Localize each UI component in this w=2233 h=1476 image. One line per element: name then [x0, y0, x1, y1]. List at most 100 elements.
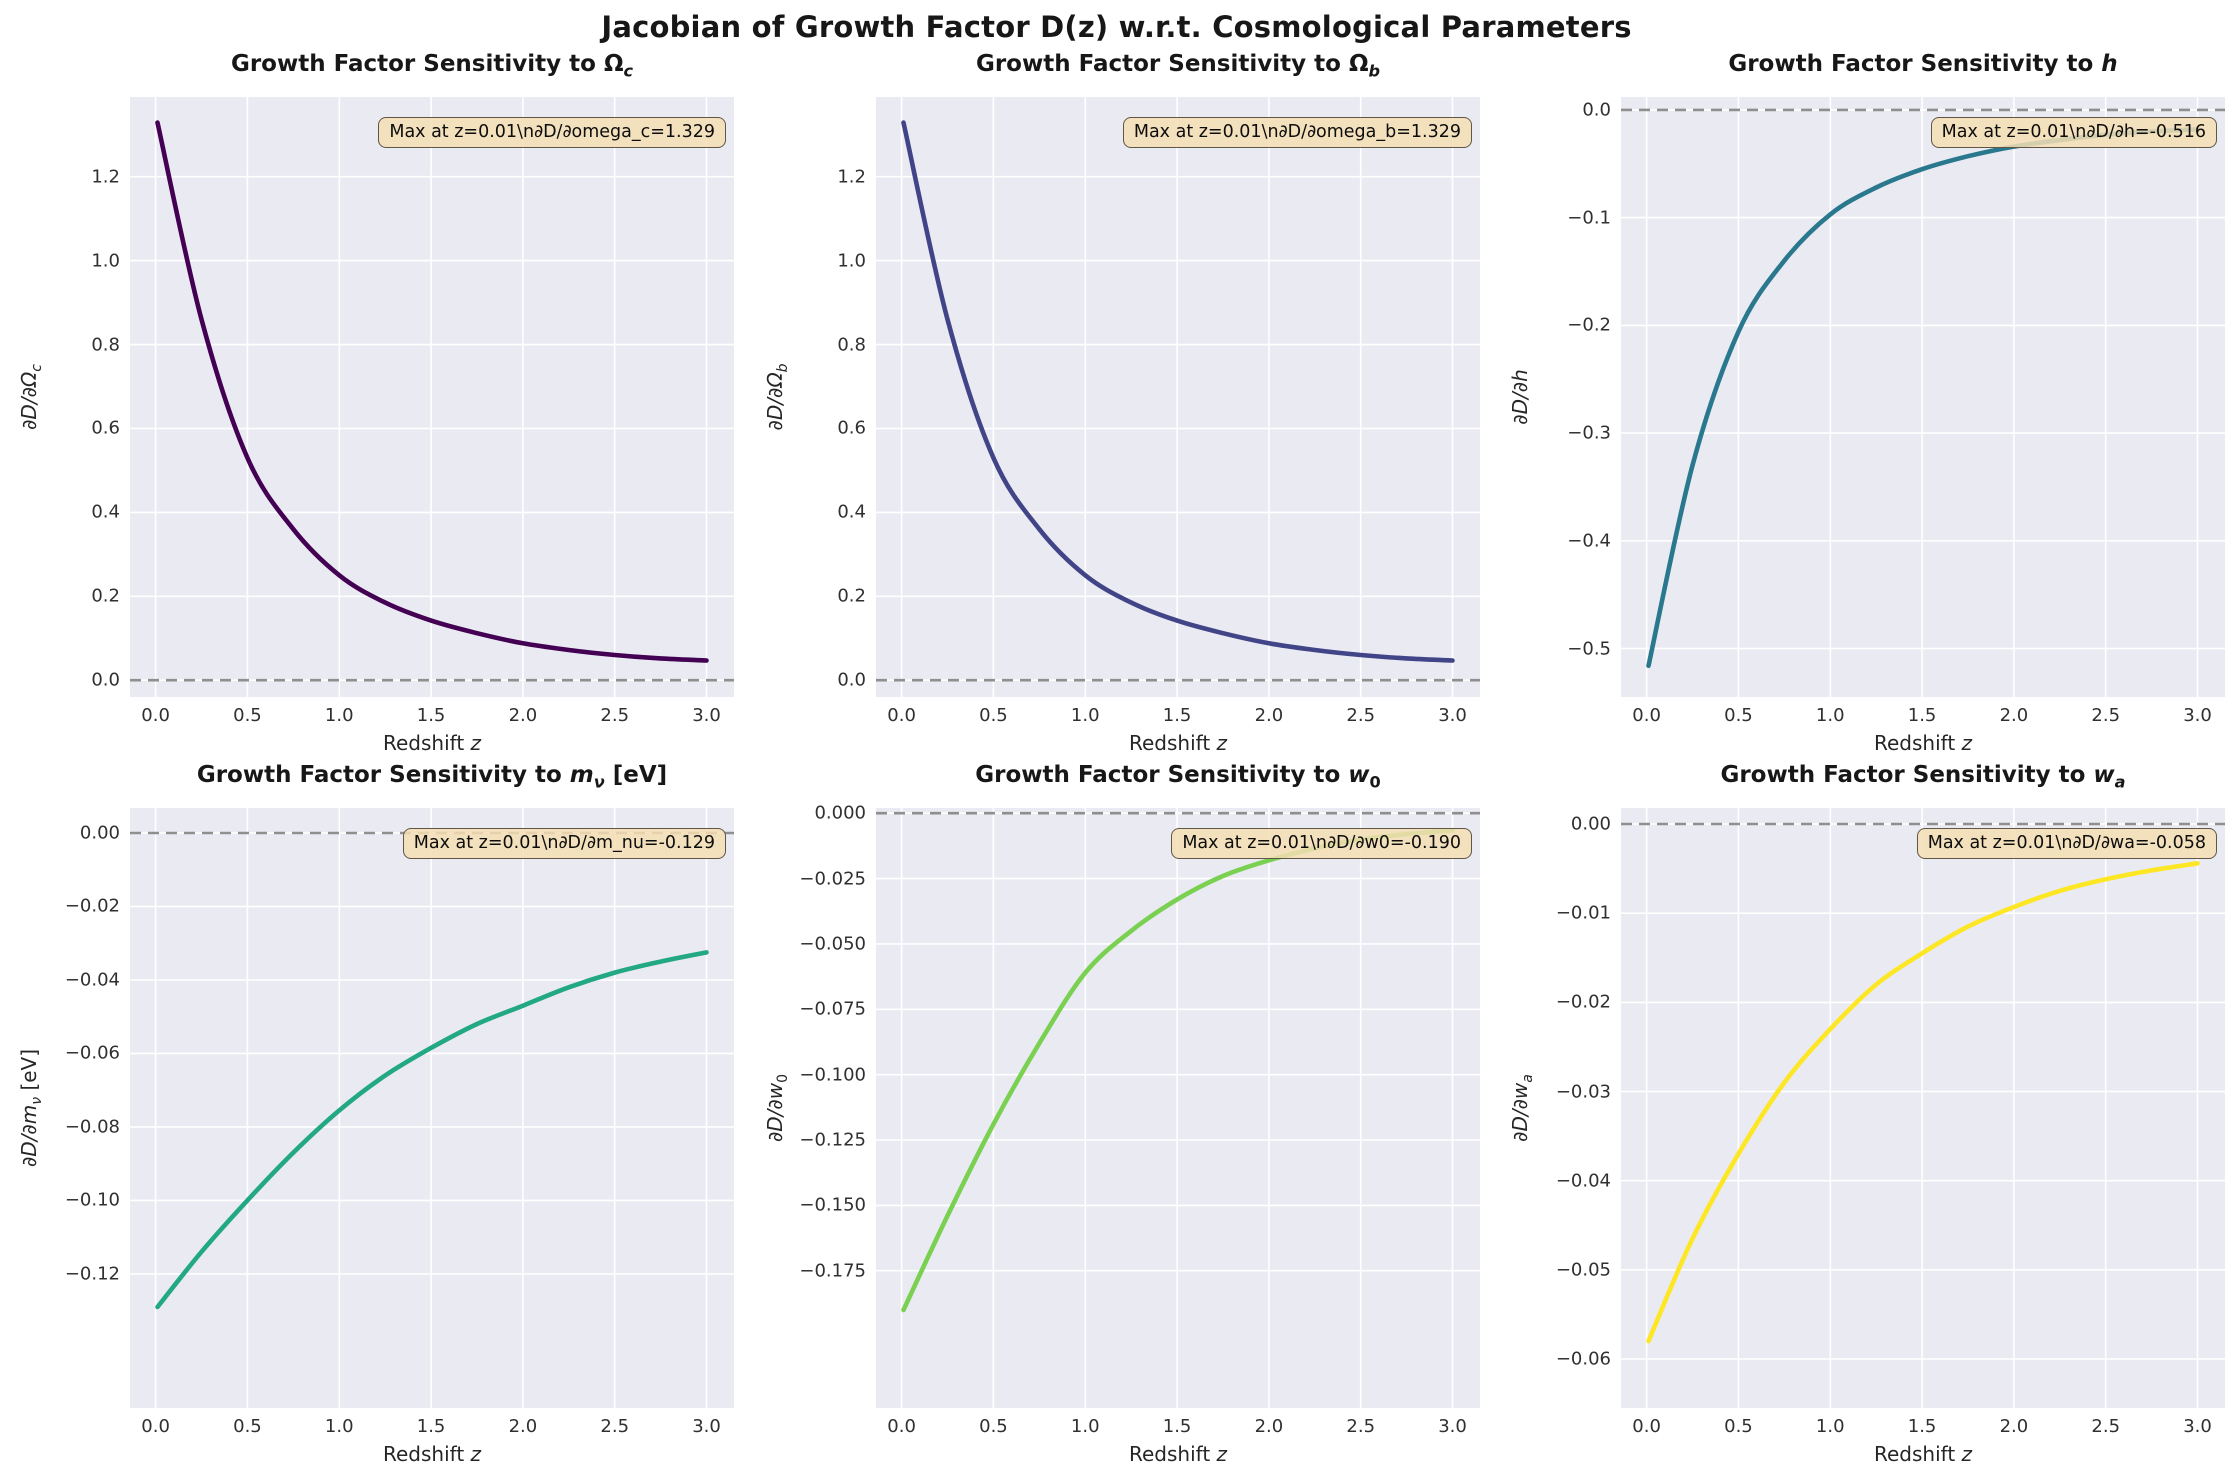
y-tick-label: −0.4 [1567, 530, 1611, 552]
plot-area [1621, 97, 2225, 697]
y-tick-label: −0.3 [1567, 422, 1611, 444]
x-tick-label: 1.5 [416, 1416, 446, 1437]
y-tick-label: 0.0 [1582, 99, 1611, 121]
annotation-box: Max at z=0.01\n∂D/∂omega_b=1.329 [1122, 117, 1472, 148]
subplot-w0: Growth Factor Sensitivity to w0 ∂D/∂w0 M… [763, 762, 1480, 1466]
x-tick-label: 1.0 [1815, 705, 1845, 726]
plot-area [876, 97, 1480, 697]
x-axis-ticks: 0.0 0.5 1.0 1.5 2.0 2.5 3.0 [1621, 1416, 2225, 1440]
subplot-title: Growth Factor Sensitivity to Ωc [230, 51, 634, 81]
subplot-wa: Growth Factor Sensitivity to wa ∂D/∂wa M… [1508, 762, 2225, 1466]
annotation-box: Max at z=0.01\n∂D/∂h=-0.516 [1930, 117, 2217, 148]
x-axis-label: Redshift z [1873, 1442, 1973, 1466]
x-axis-label: Redshift z [1128, 731, 1228, 755]
subplot-title: Growth Factor Sensitivity to mν [eV] [196, 762, 668, 792]
y-tick-label: 0.2 [91, 585, 120, 607]
y-tick-label: 0.8 [837, 334, 866, 356]
x-axis-ticks: 0.0 0.5 1.0 1.5 2.0 2.5 3.0 [876, 705, 1480, 729]
x-tick-label: 0.5 [233, 705, 262, 726]
y-tick-label: −0.1 [1567, 207, 1611, 229]
x-tick-label: 2.5 [1346, 705, 1376, 726]
y-tick-label: 1.2 [91, 166, 120, 188]
x-tick-label: 2.0 [508, 1416, 538, 1437]
x-tick-label: 3.0 [692, 705, 721, 726]
x-tick-label: 0.5 [1724, 705, 1753, 726]
y-tick-label: −0.5 [1567, 638, 1611, 660]
plot-area [130, 97, 734, 697]
x-axis-label: Redshift z [382, 731, 482, 755]
y-tick-label: −0.03 [1555, 1081, 1611, 1102]
y-tick-label: −0.025 [799, 868, 866, 890]
x-tick-label: 2.5 [2091, 1416, 2121, 1437]
x-tick-label: 3.0 [2183, 1416, 2212, 1437]
y-tick-label: 0.0 [91, 669, 120, 691]
y-tick-label: −0.06 [64, 1042, 120, 1064]
x-tick-label: 1.5 [1907, 1416, 1937, 1437]
annotation-box: Max at z=0.01\n∂D/∂omega_c=1.329 [378, 117, 726, 148]
y-tick-label: 0.6 [837, 417, 866, 439]
subplot-title: Growth Factor Sensitivity to w0 [975, 762, 1381, 792]
subplot-omega-c: Growth Factor Sensitivity to Ωc ∂D/∂Ωc M… [17, 51, 734, 755]
x-tick-label: 2.0 [508, 705, 538, 726]
y-axis-label: ∂D/∂wa [1508, 1074, 1536, 1142]
subplot-h: Growth Factor Sensitivity to h ∂D/∂h Max… [1508, 51, 2225, 755]
y-tick-label: −0.100 [799, 1064, 866, 1086]
y-tick-label: 0.0 [837, 669, 866, 691]
y-tick-label: 0.2 [837, 585, 866, 607]
subplot-m-nu: Growth Factor Sensitivity to mν [eV] ∂D/… [17, 762, 734, 1466]
x-tick-label: 1.5 [1162, 705, 1192, 726]
x-tick-label: 2.0 [1999, 1416, 2029, 1437]
y-tick-label: −0.175 [799, 1260, 866, 1282]
x-axis-ticks: 0.0 0.5 1.0 1.5 2.0 2.5 3.0 [876, 1416, 1480, 1440]
x-tick-label: 3.0 [1438, 705, 1467, 726]
x-tick-label: 2.0 [1254, 1416, 1284, 1437]
y-tick-label: −0.04 [1555, 1170, 1611, 1192]
x-tick-label: 1.5 [1162, 1416, 1192, 1437]
x-tick-label: 0.5 [979, 1416, 1008, 1437]
subplot-omega-b: Growth Factor Sensitivity to Ωb ∂D/∂Ωb M… [763, 51, 1480, 755]
y-tick-label: −0.02 [64, 895, 120, 917]
x-tick-label: 0.0 [1632, 705, 1661, 726]
x-tick-label: 3.0 [2183, 705, 2212, 726]
annotation-box: Max at z=0.01\n∂D/∂wa=-0.058 [1916, 828, 2217, 859]
x-tick-label: 2.5 [2091, 705, 2121, 726]
y-tick-label: 1.0 [837, 250, 866, 272]
subplot-title: Growth Factor Sensitivity to Ωb [975, 51, 1381, 81]
x-tick-label: 2.5 [1346, 1416, 1376, 1437]
x-tick-label: 0.5 [1724, 1416, 1753, 1437]
x-tick-label: 2.0 [1999, 705, 2029, 726]
plot-area [876, 808, 1480, 1408]
x-axis-label: Redshift z [1128, 1442, 1228, 1466]
x-tick-label: 1.5 [416, 705, 446, 726]
y-tick-label: −0.150 [799, 1194, 866, 1216]
plot-area [1621, 808, 2225, 1408]
y-tick-label: −0.125 [799, 1129, 866, 1151]
annotation-box: Max at z=0.01\n∂D/∂m_nu=-0.129 [402, 828, 726, 859]
y-tick-label: −0.2 [1567, 314, 1611, 336]
x-tick-label: 1.5 [1907, 705, 1937, 726]
x-tick-label: 3.0 [1438, 1416, 1467, 1437]
plot-area [130, 808, 734, 1408]
y-tick-label: 0.00 [1570, 813, 1611, 835]
x-axis-label: Redshift z [1873, 731, 1973, 755]
y-tick-label: −0.04 [64, 969, 120, 991]
x-axis-label: Redshift z [382, 1442, 482, 1466]
y-tick-label: 0.4 [837, 501, 866, 523]
x-tick-label: 2.5 [600, 705, 630, 726]
subplot-title: Growth Factor Sensitivity to h [1728, 51, 2118, 77]
y-tick-label: −0.075 [799, 998, 866, 1020]
annotation-box: Max at z=0.01\n∂D/∂w0=-0.190 [1171, 828, 1472, 859]
y-axis-label: ∂D/∂mν [eV] [17, 1048, 45, 1168]
y-tick-label: −0.050 [799, 933, 866, 955]
y-tick-label: −0.06 [1555, 1348, 1611, 1370]
y-axis-label: ∂D/∂h [1508, 369, 1532, 425]
y-tick-label: 1.2 [837, 166, 866, 188]
x-tick-label: 0.0 [1632, 1416, 1661, 1437]
x-tick-label: 1.0 [1815, 1416, 1845, 1437]
x-tick-label: 1.0 [1070, 1416, 1100, 1437]
y-tick-label: 0.4 [91, 501, 120, 523]
y-tick-label: −0.02 [1555, 991, 1611, 1013]
y-axis-label: ∂D/∂w0 [763, 1073, 791, 1143]
x-tick-label: 0.0 [887, 705, 916, 726]
x-tick-label: 0.0 [141, 1416, 170, 1437]
